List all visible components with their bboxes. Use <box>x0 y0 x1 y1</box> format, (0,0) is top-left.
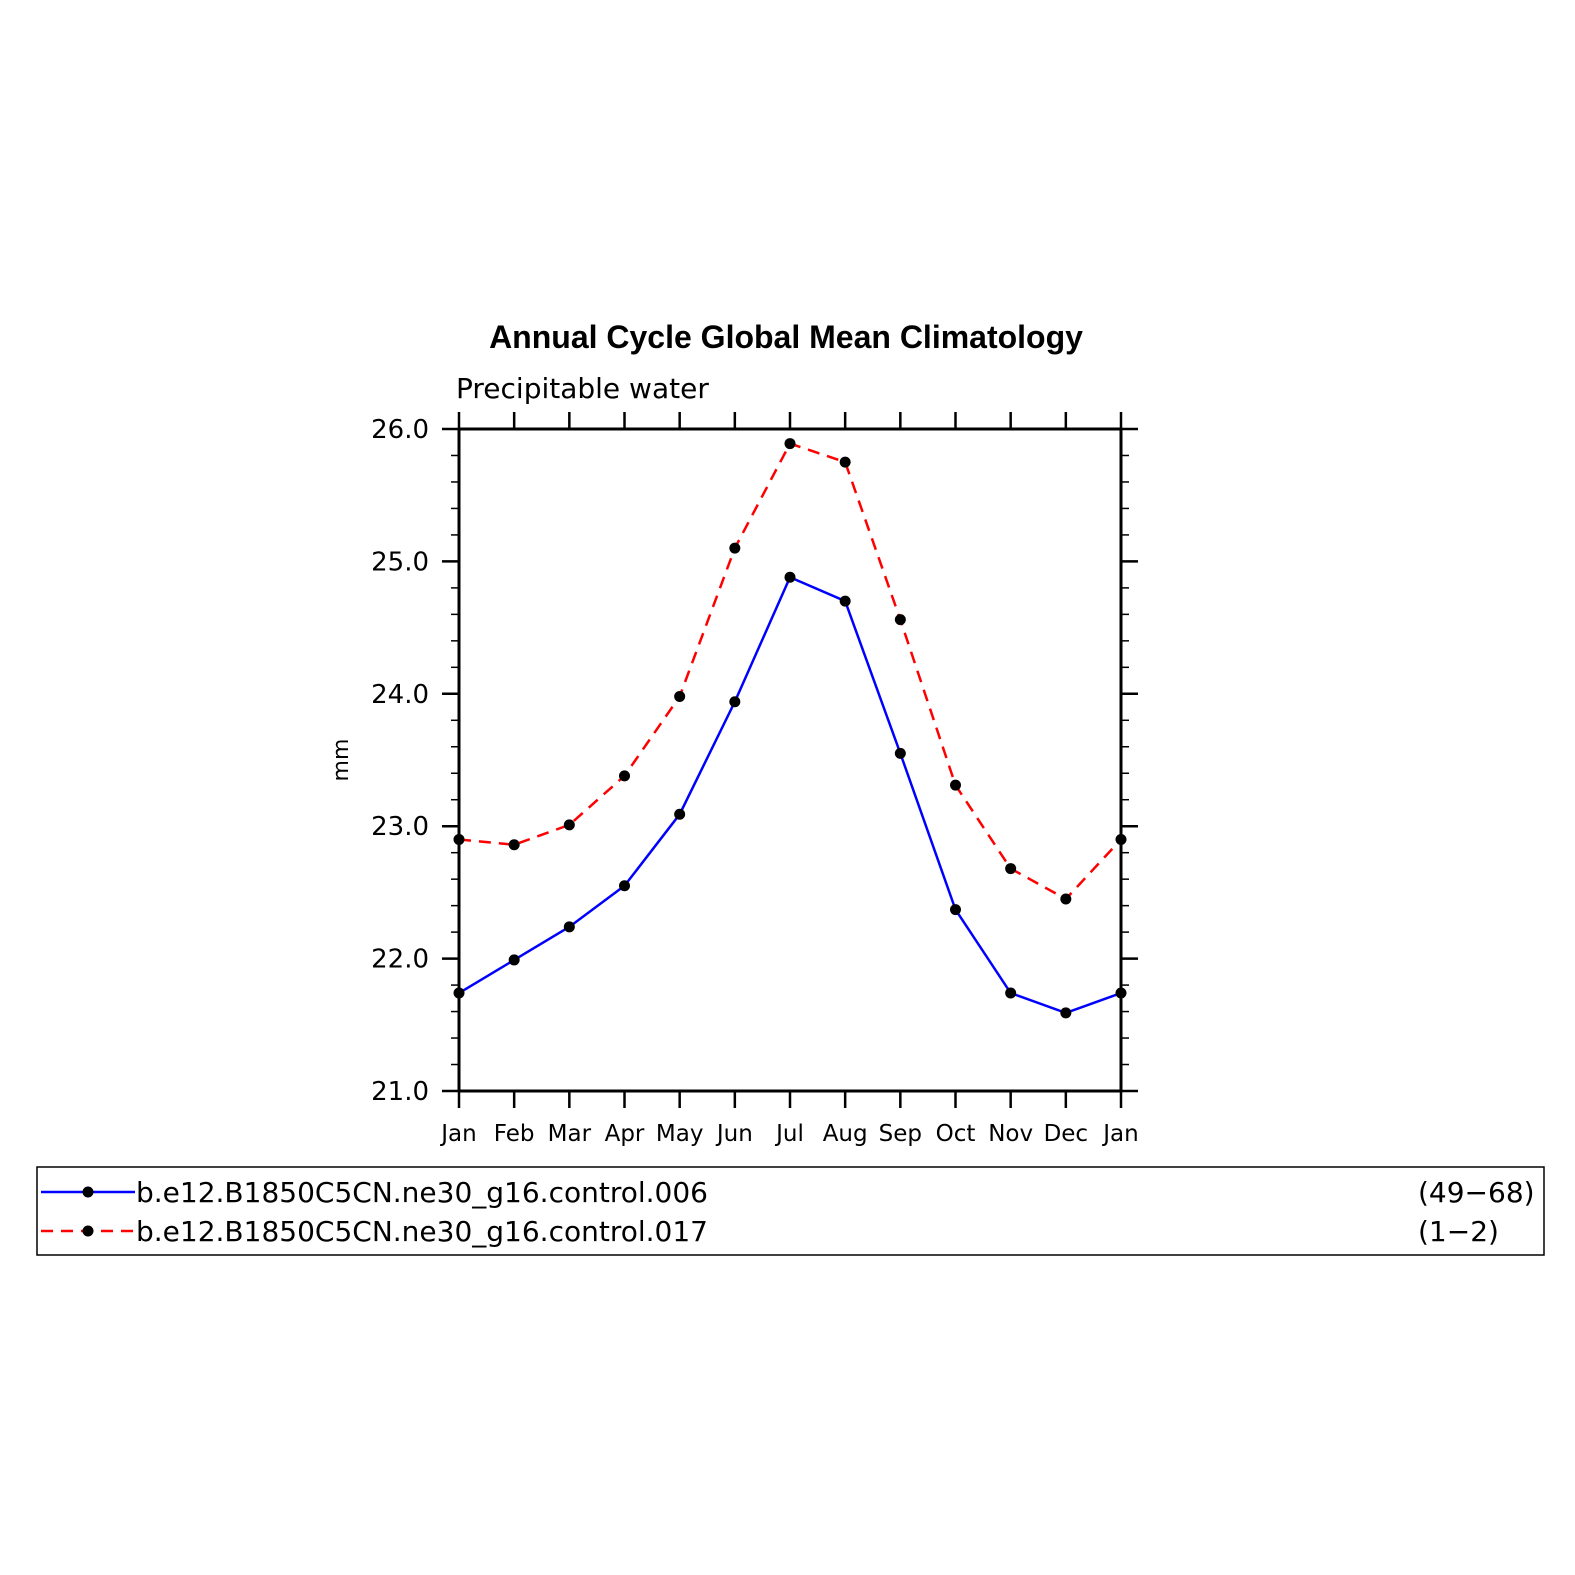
chart-subtitle: Precipitable water <box>456 372 709 405</box>
data-point <box>839 595 851 607</box>
x-tick-label: Apr <box>605 1121 645 1147</box>
data-point <box>894 747 906 759</box>
x-tick-labels: Jan Feb Mar Apr May Jun Jul Aug Sep Oct Nov Dec Jan <box>439 1121 1138 1147</box>
series-layer <box>453 438 1127 1019</box>
data-point <box>784 438 796 450</box>
x-tick-label: Aug <box>823 1121 868 1147</box>
x-tick-label: Feb <box>494 1121 535 1147</box>
axis-ticks <box>442 412 1138 1108</box>
data-point <box>894 614 906 626</box>
data-point <box>674 690 686 702</box>
x-tick-label: Oct <box>936 1121 976 1147</box>
legend-years: (1−2) <box>1418 1215 1499 1248</box>
data-point <box>1060 893 1072 905</box>
y-axis-label: mm <box>329 739 354 782</box>
x-tick-label: May <box>656 1121 704 1147</box>
series-line-1 <box>458 575 1122 1015</box>
chart-title: Annual Cycle Global Mean Climatology <box>489 319 1083 355</box>
data-point <box>619 880 630 892</box>
data-point <box>784 571 796 583</box>
x-tick-label: Nov <box>988 1121 1033 1147</box>
x-tick-label: Jun <box>715 1121 753 1147</box>
data-point <box>563 819 575 831</box>
y-tick-labels: 21.0 22.0 23.0 24.0 25.0 26.0 <box>371 415 429 1107</box>
x-tick-label: Sep <box>879 1121 922 1147</box>
x-tick-label: Jul <box>774 1121 804 1147</box>
data-point <box>839 456 851 468</box>
legend-years: (49−68) <box>1418 1176 1535 1209</box>
data-point <box>950 779 961 791</box>
data-point <box>950 904 961 916</box>
y-tick-label: 25.0 <box>371 547 429 577</box>
x-tick-label: Jan <box>1101 1121 1138 1147</box>
x-tick-label: Dec <box>1044 1121 1089 1147</box>
data-point <box>674 808 686 820</box>
data-point <box>563 921 575 933</box>
legend-series-name: b.e12.B1850C5CN.ne30_g16.control.006 <box>136 1176 708 1209</box>
y-tick-label: 23.0 <box>371 812 429 842</box>
data-point <box>1060 1007 1072 1019</box>
legend-marker <box>82 1225 94 1237</box>
data-point <box>619 770 630 782</box>
x-tick-label: Mar <box>548 1121 592 1147</box>
data-point <box>729 696 741 708</box>
data-point <box>729 542 741 554</box>
data-point <box>1005 987 1017 999</box>
y-tick-label: 26.0 <box>371 415 429 445</box>
x-tick-label: Jan <box>439 1121 476 1147</box>
legend-marker <box>82 1186 94 1198</box>
y-tick-label: 21.0 <box>371 1077 429 1107</box>
data-point <box>508 839 520 851</box>
legend-series-name: b.e12.B1850C5CN.ne30_g16.control.017 <box>136 1215 708 1248</box>
y-tick-label: 24.0 <box>371 680 429 710</box>
series-line-2 <box>458 442 1122 901</box>
data-point <box>508 954 520 966</box>
legend-box <box>36 1166 1545 1256</box>
y-tick-label: 22.0 <box>371 945 429 975</box>
plot-frame <box>457 427 1123 1093</box>
legend: b.e12.B1850C5CN.ne30_g16.control.006 (49−… <box>36 1166 1545 1256</box>
data-point <box>1005 863 1017 875</box>
